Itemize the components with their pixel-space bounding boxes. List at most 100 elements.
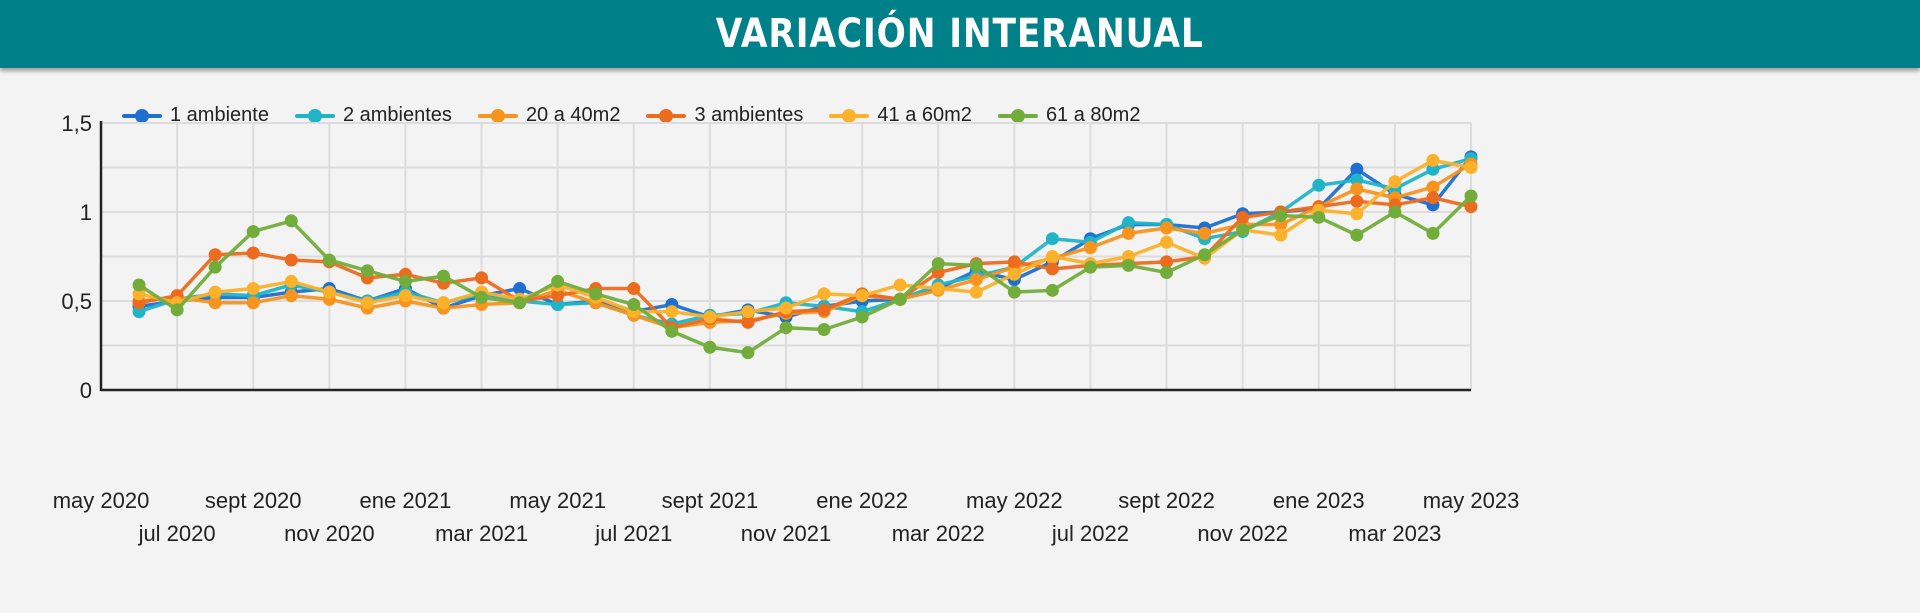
series-line [138, 194, 1473, 355]
data-point [931, 257, 945, 271]
legend-swatch-icon [997, 108, 1038, 123]
legend-item[interactable]: 20 a 40m2 [477, 104, 621, 127]
data-point [1274, 217, 1288, 231]
series-20-a-40m2 [132, 157, 1478, 335]
data-point [817, 322, 831, 336]
data-point [360, 264, 374, 278]
x-tick-label: mar 2021 [435, 521, 528, 546]
data-point [1160, 221, 1174, 235]
legend-item[interactable]: 3 ambientes [646, 104, 803, 127]
series-line [138, 158, 1472, 319]
data-point [1464, 189, 1478, 203]
data-point [208, 296, 222, 310]
chart-header: VARIACIÓN INTERANUAL [0, 0, 1920, 68]
data-point [1160, 255, 1174, 269]
data-point [627, 282, 641, 296]
legend-item[interactable]: 1 ambiente [122, 104, 269, 127]
y-tick-label: 1 [80, 200, 92, 225]
x-tick-label: sept 2021 [662, 488, 759, 513]
data-point [1122, 258, 1135, 272]
data-point [1045, 283, 1059, 297]
y-tick-label: 0 [80, 378, 92, 403]
data-point [855, 289, 869, 303]
data-point [969, 258, 983, 272]
data-point [1083, 260, 1097, 274]
data-point [1160, 235, 1174, 249]
legend-item[interactable]: 61 a 80m2 [997, 104, 1140, 127]
data-point [741, 315, 755, 329]
data-point [1198, 248, 1212, 262]
legend-item[interactable]: 41 a 60m2 [829, 104, 972, 127]
data-point [931, 282, 945, 296]
x-tick-label: may 2022 [966, 488, 1063, 513]
data-point [132, 296, 146, 310]
data-point [969, 285, 983, 299]
data-point [246, 225, 260, 239]
data-point [1122, 250, 1135, 263]
data-point [817, 287, 831, 301]
data-point [513, 282, 527, 296]
data-point [322, 285, 336, 299]
data-point [1464, 161, 1478, 174]
legend-label: 41 a 60m2 [877, 104, 972, 126]
data-point [665, 324, 679, 338]
data-point [208, 260, 222, 274]
legend-swatch-icon [122, 108, 162, 123]
data-point [741, 346, 755, 360]
x-tick-label: sept 2022 [1118, 488, 1215, 513]
data-point [551, 274, 565, 288]
data-point [1122, 226, 1135, 240]
x-tick-label: sept 2020 [205, 488, 302, 513]
data-point [208, 285, 222, 299]
x-tick-label: nov 2022 [1197, 521, 1288, 546]
data-point [513, 296, 527, 310]
data-point [322, 253, 336, 267]
series-61-a-80m2 [132, 189, 1478, 360]
x-tick-label: mar 2023 [1348, 521, 1441, 546]
legend-swatch-icon [646, 108, 687, 123]
data-point [1045, 250, 1059, 263]
data-point [1045, 262, 1059, 276]
data-point [551, 298, 565, 312]
x-tick-label: nov 2021 [741, 521, 832, 546]
data-point [1350, 228, 1364, 242]
data-point [1426, 180, 1440, 194]
data-point [1350, 207, 1364, 221]
data-point [1350, 182, 1364, 196]
data-point [246, 296, 260, 310]
legend-swatch-icon [477, 108, 518, 123]
data-point [1007, 285, 1021, 299]
data-point [893, 278, 907, 292]
data-point [1122, 216, 1135, 230]
series-2-ambientes [132, 152, 1478, 331]
data-point [284, 253, 298, 267]
grid [101, 122, 1472, 390]
data-point [1236, 210, 1250, 224]
data-point [360, 296, 374, 310]
chart-title: VARIACIÓN INTERANUAL [716, 11, 1204, 57]
data-point [1274, 228, 1288, 242]
x-tick-label: ene 2021 [360, 488, 452, 513]
tick-labels: 0 0,5 1 1,5 may 2020 sept 2020 ene 2021 may 202… [53, 111, 1520, 546]
data-point [132, 278, 146, 292]
axes [99, 121, 1471, 392]
series-group [132, 150, 1478, 360]
data-point [703, 310, 717, 324]
data-point [1312, 210, 1326, 224]
data-point [1045, 232, 1059, 246]
data-point [208, 248, 222, 262]
data-point [931, 266, 945, 280]
data-point [1426, 153, 1440, 167]
legend-label: 20 a 40m2 [525, 104, 621, 126]
data-point [437, 296, 450, 310]
x-tick-label: ene 2023 [1273, 488, 1365, 513]
data-point [1312, 178, 1326, 192]
x-tick-label: mar 2022 [892, 521, 985, 546]
data-point [551, 289, 565, 303]
data-point [284, 289, 298, 303]
legend-label: 2 ambientes [342, 104, 452, 126]
legend-item[interactable]: 2 ambientes [294, 104, 452, 127]
legend-label: 1 ambiente [170, 104, 269, 126]
data-point [1236, 223, 1250, 237]
